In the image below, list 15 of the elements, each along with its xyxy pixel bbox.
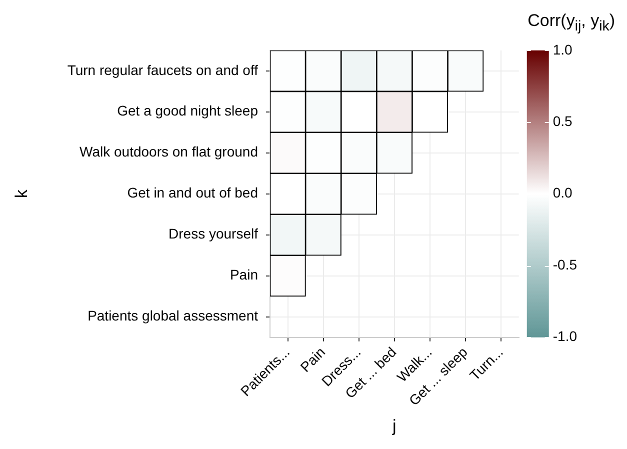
x-axis-title: j: [392, 416, 396, 436]
y-tick-label: Patients global assessment: [88, 308, 258, 324]
y-tick-label: Get in and out of bed: [127, 184, 258, 201]
y-tick-label: Pain: [230, 266, 258, 283]
y-tick-label: Turn regular faucets on and off: [67, 62, 258, 78]
y-tick-label: Get a good night sleep: [117, 102, 258, 119]
color-bar-title: Corr(y$_{ij}$, y$_{ik}$): [528, 10, 615, 36]
color-bar-label: -0.5: [552, 256, 578, 272]
color-bar-label: 1.0: [552, 41, 573, 58]
color-bar-label: 0.5: [552, 112, 573, 129]
y-tick-label: Dress yourself: [168, 226, 258, 242]
y-tick-label: Walk outdoors on flat ground: [80, 144, 258, 160]
y-axis-title: k: [12, 189, 31, 198]
color-bar-label: 0.0: [552, 184, 573, 201]
color-bar-label: -1.0: [552, 328, 578, 344]
